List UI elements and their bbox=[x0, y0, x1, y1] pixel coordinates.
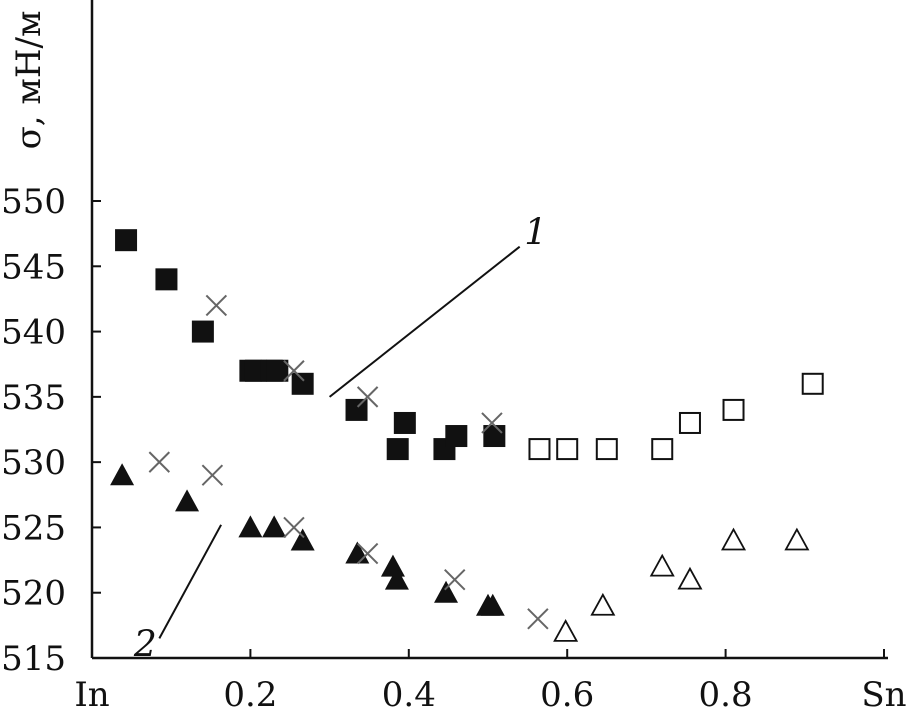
open-square-point bbox=[722, 398, 745, 421]
curve-labels: 12 bbox=[133, 213, 547, 666]
cross-point bbox=[283, 360, 305, 382]
filled-triangle-point bbox=[290, 528, 315, 551]
cross-stroke bbox=[201, 464, 224, 486]
cross-point bbox=[201, 464, 224, 486]
cross-point bbox=[527, 608, 549, 630]
open-triangle-point bbox=[590, 592, 616, 616]
cross-stroke bbox=[527, 608, 549, 630]
filled-square-point bbox=[345, 398, 368, 421]
x-tick-label: 0.4 bbox=[382, 675, 436, 715]
filled-triangle-point bbox=[380, 554, 405, 577]
filled-triangle-point bbox=[480, 593, 505, 616]
open-square-point bbox=[801, 372, 824, 395]
curve-label: 1 bbox=[524, 213, 547, 254]
filled-square-point bbox=[191, 320, 214, 343]
x-tick-label: Sn bbox=[861, 675, 906, 715]
y-axis-ticks: 515 520 525 530 535 540 545 550 bbox=[1, 182, 101, 679]
y-tick-label: 550 bbox=[1, 182, 66, 222]
filled-triangle-point bbox=[238, 515, 263, 538]
filled-square-point bbox=[266, 359, 289, 382]
x-axis-ticks: In 0.2 0.4 0.6 0.8 Sn bbox=[74, 649, 907, 715]
y-tick-label: 535 bbox=[1, 378, 66, 418]
cross-stroke bbox=[283, 360, 305, 382]
cross-stroke bbox=[356, 386, 379, 408]
filled-triangle-point bbox=[262, 515, 287, 538]
open-square-point bbox=[651, 438, 674, 461]
curve-leader-lines bbox=[158, 245, 521, 639]
open-square-point bbox=[556, 438, 579, 461]
cross-stroke bbox=[205, 294, 228, 317]
open-triangle-point bbox=[649, 553, 675, 577]
open-triangle-point bbox=[677, 566, 703, 590]
filled-square-point bbox=[155, 268, 178, 291]
axes bbox=[90, 0, 888, 660]
y-tick-label: 520 bbox=[1, 574, 66, 614]
filled-triangle-point bbox=[434, 580, 459, 603]
filled-square-point bbox=[445, 425, 468, 448]
open-triangle-point bbox=[784, 527, 810, 551]
data-points bbox=[110, 229, 824, 642]
open-triangle-point bbox=[553, 619, 579, 642]
cross-stroke bbox=[481, 412, 503, 434]
curve-leader-line bbox=[328, 245, 521, 398]
filled-triangle-point bbox=[384, 567, 409, 590]
y-tick-label: 525 bbox=[1, 508, 66, 548]
cross-stroke bbox=[283, 516, 305, 539]
x-tick-label: 0.8 bbox=[699, 675, 753, 715]
filled-square-point bbox=[386, 438, 409, 461]
filled-triangle-point bbox=[175, 489, 200, 512]
open-square-point bbox=[528, 438, 551, 461]
open-square-point bbox=[678, 411, 701, 434]
cross-point bbox=[148, 451, 171, 473]
x-tick-label: In bbox=[74, 675, 109, 715]
cross-point bbox=[283, 516, 305, 539]
open-triangle-point bbox=[720, 527, 747, 551]
cross-point bbox=[356, 386, 379, 408]
cross-stroke bbox=[356, 542, 379, 565]
cross-point bbox=[205, 294, 228, 317]
cross-point bbox=[356, 542, 379, 565]
x-tick-label: 0.6 bbox=[540, 675, 594, 715]
y-tick-label: 540 bbox=[1, 313, 66, 353]
curve-leader-line bbox=[158, 524, 222, 639]
cross-stroke bbox=[444, 568, 466, 591]
open-square-point bbox=[595, 438, 618, 461]
cross-stroke bbox=[148, 451, 171, 473]
filled-square-point bbox=[115, 229, 138, 252]
filled-triangle-point bbox=[110, 463, 135, 486]
y-tick-label: 530 bbox=[1, 443, 66, 483]
filled-square-point bbox=[393, 411, 416, 434]
y-tick-label: 515 bbox=[1, 639, 66, 679]
cross-point bbox=[481, 412, 503, 434]
cross-point bbox=[444, 568, 466, 591]
x-tick-label: 0.2 bbox=[223, 675, 277, 715]
filled-square-point bbox=[291, 372, 314, 395]
y-tick-label: 545 bbox=[1, 247, 66, 287]
y-axis-title: σ, мН/м bbox=[9, 11, 49, 150]
curve-label: 2 bbox=[133, 624, 157, 665]
